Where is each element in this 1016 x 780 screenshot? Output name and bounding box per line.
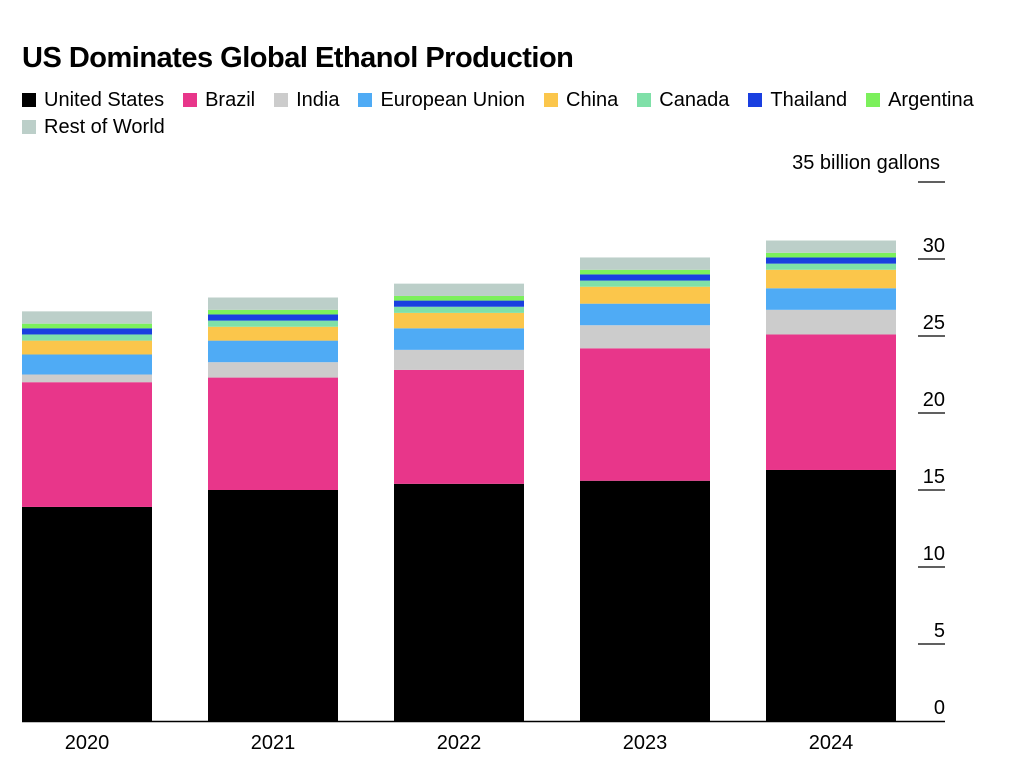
legend-swatch (22, 120, 36, 134)
bar-segment (394, 369, 524, 484)
legend-label: India (296, 89, 340, 111)
legend-swatch (544, 93, 559, 107)
legend-swatch (866, 93, 881, 107)
legend-label: Argentina (888, 89, 974, 111)
legend-swatch (748, 93, 763, 107)
bar-segment (208, 362, 338, 378)
bar-segment (22, 311, 152, 324)
chart-title: US Dominates Global Ethanol Production (22, 42, 574, 74)
bar-segment (394, 295, 524, 301)
legend-item: India (274, 89, 339, 111)
legend-swatch (637, 93, 652, 107)
bar-segment (394, 312, 524, 329)
bar-segment (208, 309, 338, 315)
bar-segment (208, 377, 338, 490)
bar-segment (208, 326, 338, 341)
bar-segment (766, 309, 896, 335)
bar-segment (580, 303, 710, 326)
legend-swatch (183, 93, 198, 107)
bar-segment (766, 288, 896, 310)
legend-item: Brazil (183, 89, 255, 111)
x-tick-label: 2020 (65, 732, 110, 754)
y-tick-label: 30 (923, 235, 945, 257)
bar-segment (766, 469, 896, 721)
bar-segment (766, 269, 896, 289)
bar-segment (208, 297, 338, 310)
y-tick-label: 10 (923, 543, 945, 565)
bar-segment (766, 334, 896, 470)
legend-item: Thailand (748, 89, 847, 111)
bar-segment (394, 349, 524, 370)
bar-segment (208, 340, 338, 363)
legend-item: United States (22, 89, 164, 111)
y-tick-label: 15 (923, 466, 945, 488)
legend-label: European Union (380, 89, 526, 111)
y-tick-label: 5 (934, 620, 945, 642)
y-tick-label: 20 (923, 389, 945, 411)
bar-segment (580, 480, 710, 721)
bar-segment (22, 323, 152, 329)
bar-segment (580, 286, 710, 304)
y-tick-label: 0 (934, 697, 945, 719)
bar-segment (208, 314, 338, 321)
bar-segment (580, 257, 710, 270)
bar-segment (580, 274, 710, 281)
bar-segment (394, 328, 524, 350)
bar-segment (394, 483, 524, 721)
bar-segment (208, 490, 338, 721)
bar-segment (766, 252, 896, 258)
bar-segment (394, 283, 524, 296)
x-tick-label: 2024 (809, 732, 854, 754)
bar-segment (580, 280, 710, 287)
chart-legend: United States Brazil India European Union Ch… (22, 89, 982, 138)
legend-swatch (274, 93, 289, 107)
legend-item: Rest of World (22, 116, 165, 138)
legend-swatch (358, 93, 373, 107)
bar-segment (22, 334, 152, 341)
y-unit-label: 35 billion gallons (792, 152, 940, 174)
x-tick-label: 2023 (623, 732, 668, 754)
legend-label: Brazil (205, 89, 256, 111)
legend-item: China (544, 89, 618, 111)
bar-segment (22, 328, 152, 335)
bar-segment (580, 269, 710, 275)
x-tick-label: 2021 (251, 732, 296, 754)
legend-swatch (22, 93, 36, 107)
bar-segment (580, 325, 710, 349)
bar-segment (22, 340, 152, 355)
legend-item: European Union (358, 89, 525, 111)
y-tick-label: 25 (923, 312, 945, 334)
bar-segment (22, 382, 152, 507)
bar-segment (22, 354, 152, 375)
legend-label: Thailand (770, 89, 848, 111)
legend-item: Canada (637, 89, 729, 111)
legend-item: Argentina (866, 89, 974, 111)
x-tick-label: 2022 (437, 732, 482, 754)
legend-label: China (566, 89, 619, 111)
bar-segment (766, 240, 896, 253)
legend-label: Rest of World (44, 116, 165, 138)
bar-segment (766, 263, 896, 270)
bar-segment (22, 374, 152, 383)
bar-segment (208, 320, 338, 327)
bar-segment (394, 306, 524, 313)
bar-segment (766, 257, 896, 264)
legend-label: United States (44, 89, 165, 111)
legend-label: Canada (659, 89, 730, 111)
bar-segment (394, 300, 524, 307)
bar-segment (580, 348, 710, 481)
bar-segment (22, 506, 152, 721)
